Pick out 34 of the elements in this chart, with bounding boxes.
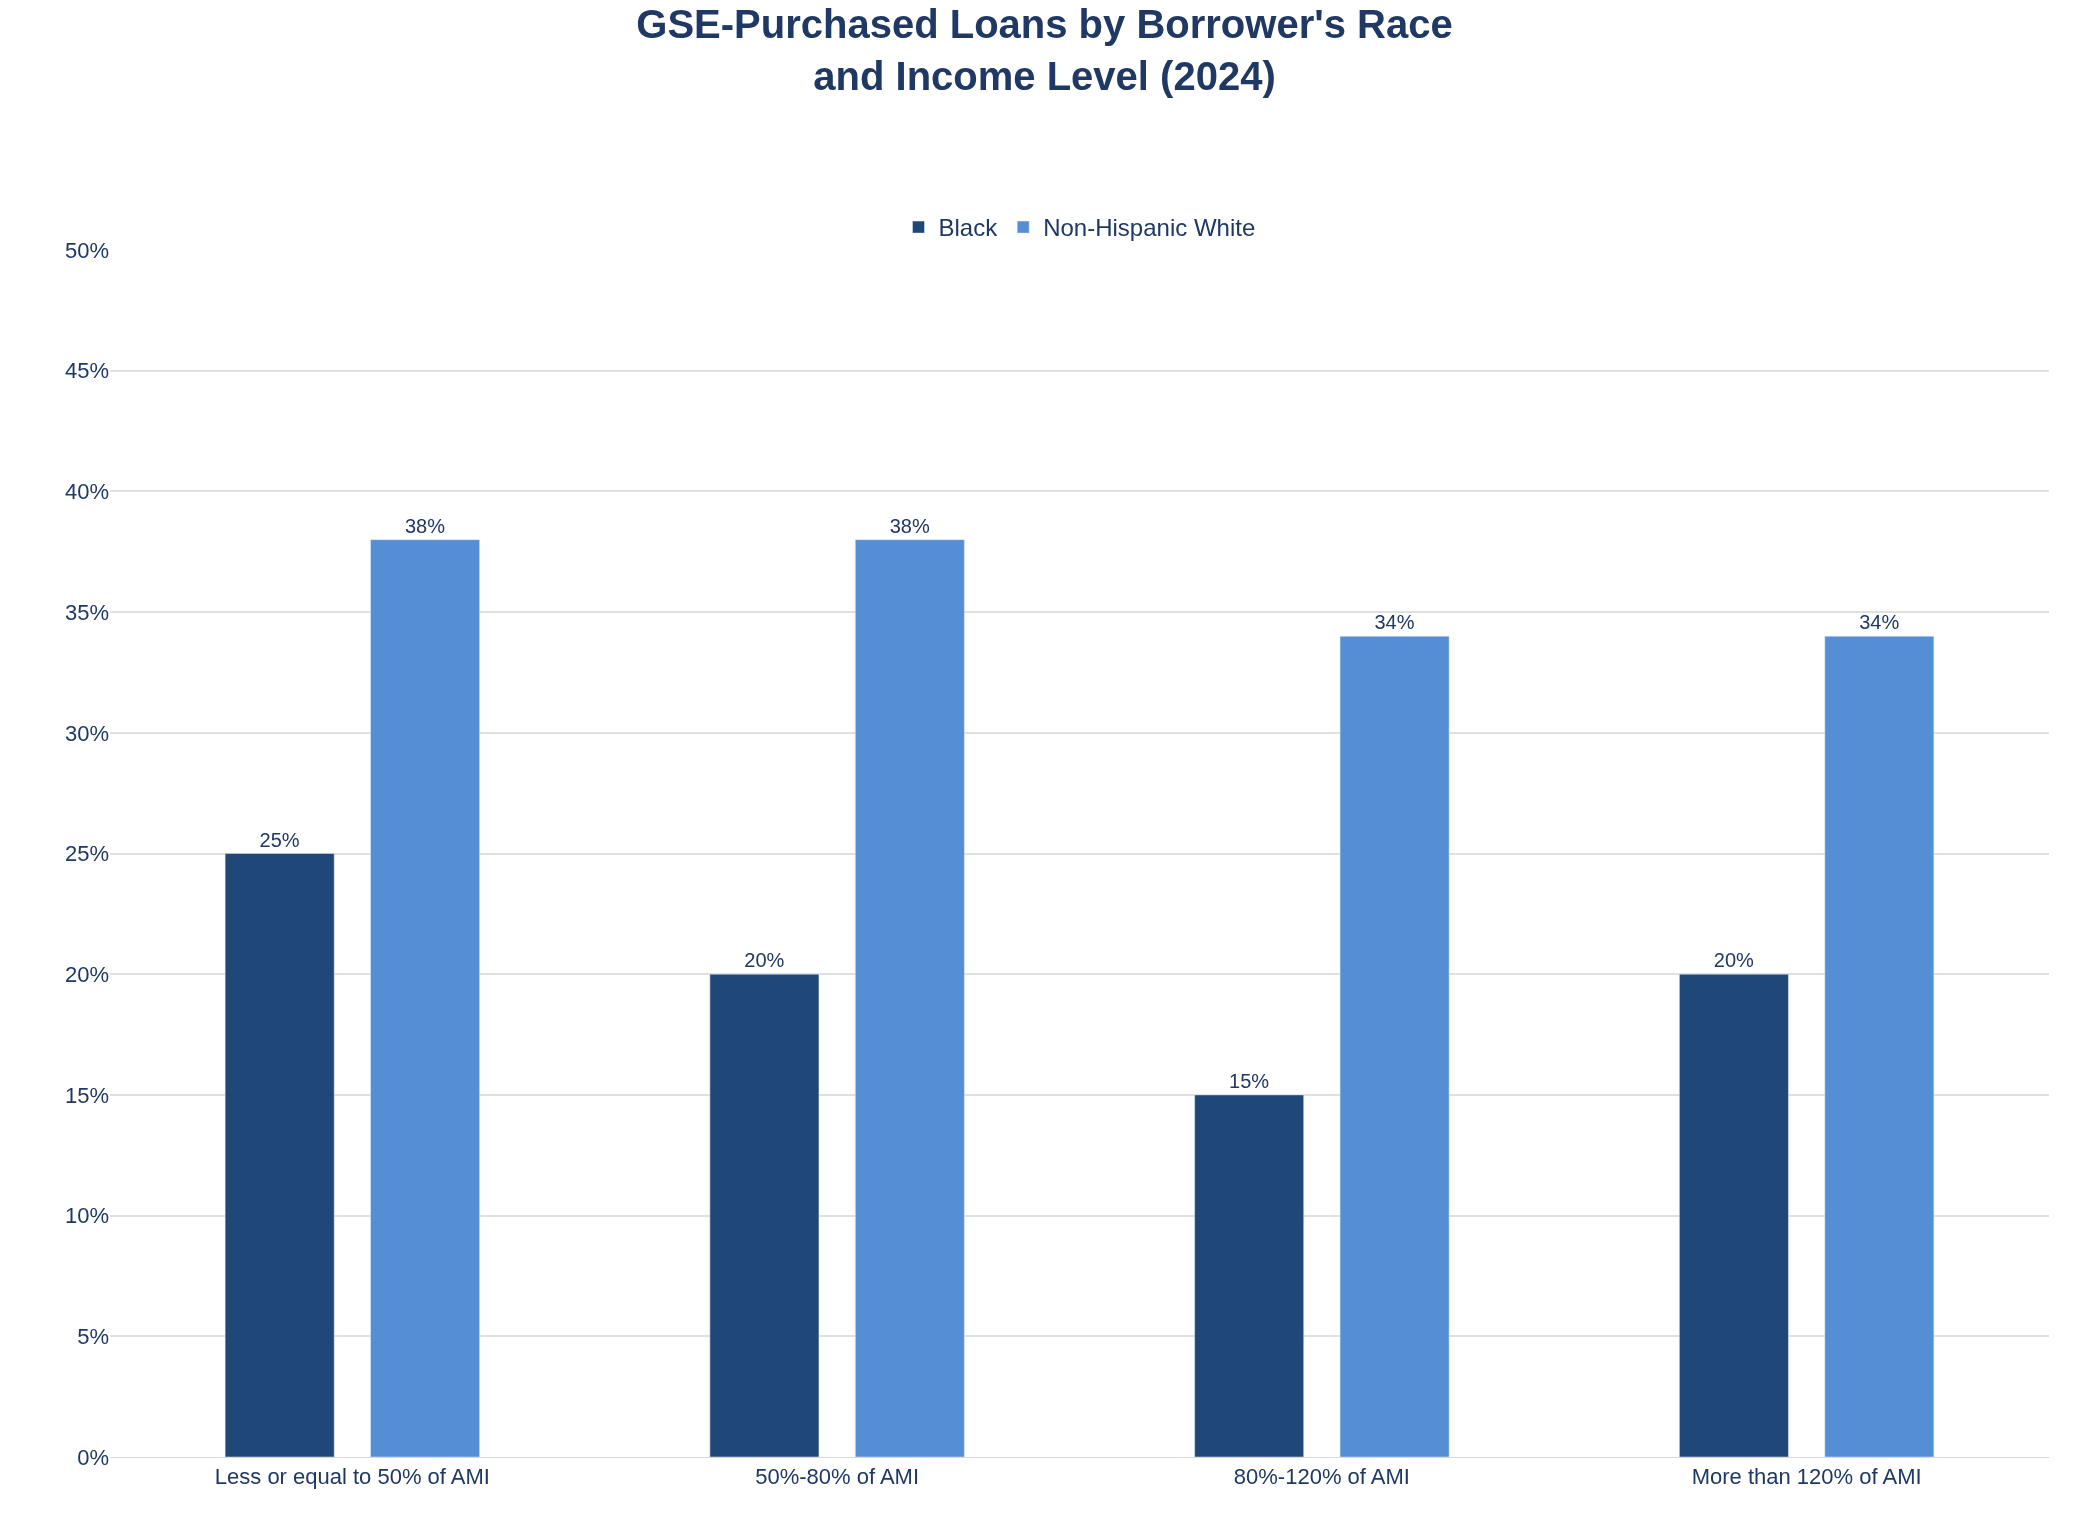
legend-label: Non-Hispanic White bbox=[1043, 214, 1256, 242]
y-tick-label: 25% bbox=[64, 841, 109, 867]
y-tick-label: 35% bbox=[64, 599, 109, 625]
data-label: 38% bbox=[404, 514, 446, 537]
x-tick-label: 50%-80% of AMI bbox=[755, 1464, 920, 1490]
bar bbox=[1679, 973, 1789, 1457]
data-label: 34% bbox=[1859, 611, 1900, 634]
data-label: 15% bbox=[1229, 1069, 1270, 1092]
data-label: 25% bbox=[259, 828, 300, 851]
x-tick-label: 80%-120% of AMI bbox=[1233, 1464, 1410, 1490]
bar bbox=[1824, 635, 1935, 1457]
y-tick-label: 20% bbox=[64, 961, 109, 987]
bar bbox=[370, 539, 480, 1457]
data-label: 20% bbox=[1713, 949, 1755, 972]
x-tick-label: More than 120% of AMI bbox=[1691, 1464, 1922, 1490]
bar bbox=[855, 539, 965, 1457]
data-label: 34% bbox=[1374, 611, 1415, 634]
y-tick-label: 0% bbox=[77, 1444, 109, 1470]
x-tick-label: Less or equal to 50% of AMI bbox=[214, 1464, 490, 1490]
bar bbox=[1194, 1094, 1304, 1457]
y-tick-label: 50% bbox=[64, 237, 109, 263]
y-tick-label: 40% bbox=[64, 479, 109, 505]
chart-title: GSE-Purchased Loans by Borrower's Race and Income Level (2024) bbox=[636, 2, 1453, 99]
y-tick-label: 5% bbox=[77, 1324, 109, 1349]
y-tick-label: 15% bbox=[64, 1082, 109, 1108]
y-tick-label: 45% bbox=[64, 358, 109, 384]
data-label: 20% bbox=[744, 949, 785, 972]
data-label: 38% bbox=[889, 514, 930, 537]
y-tick-label: 10% bbox=[64, 1203, 109, 1229]
bar bbox=[709, 973, 820, 1457]
bar bbox=[1339, 635, 1450, 1457]
bar bbox=[224, 853, 335, 1457]
y-tick-label: 30% bbox=[64, 720, 109, 746]
legend-label: Black bbox=[938, 214, 999, 242]
